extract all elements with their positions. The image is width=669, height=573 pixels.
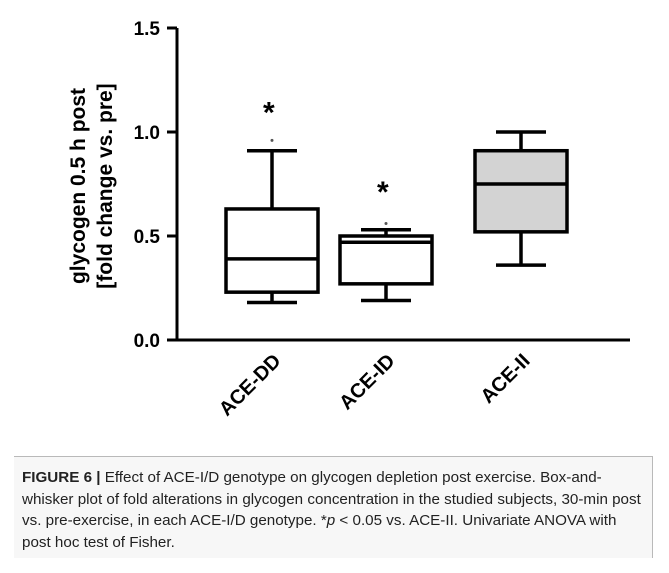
box-iqr [224, 207, 320, 294]
box-group: * [224, 97, 320, 305]
y-tick-label: 1.0 [134, 123, 160, 144]
x-tick-labels: ACE-DD ACE-ID ACE-II [215, 350, 535, 421]
significance-marker: * [263, 97, 275, 130]
box-plot-chart: 0.0 0.5 1.0 1.5 glycogen 0.5 h post [fold c… [67, 19, 630, 421]
x-tick-label: ACE-ID [335, 350, 399, 414]
box-group [473, 130, 569, 267]
significance-marker: * [377, 176, 389, 209]
caption-p-symbol: p [326, 512, 336, 529]
axes [175, 28, 630, 342]
outlier-point [384, 222, 388, 226]
x-tick-label: ACE-DD [215, 350, 286, 421]
caption-panel [14, 456, 653, 558]
caption-text-1: Effect of ACE-I/D genotype on glycogen d… [22, 469, 641, 529]
caption-text-2: < 0.05 vs. ACE-II. Univariate ANOVA with… [22, 512, 617, 551]
box-group: * [338, 176, 434, 303]
y-tick-label: 1.5 [134, 19, 161, 40]
outlier-point [270, 138, 274, 142]
caption-label: FIGURE 6 | [22, 469, 101, 486]
x-tick-label: ACE-II [477, 350, 535, 408]
y-tick-label: 0.5 [134, 227, 161, 248]
figure-caption: FIGURE 6 | Effect of ACE-I/D genotype on… [22, 467, 642, 553]
y-ticks: 0.0 0.5 1.0 1.5 [134, 19, 177, 352]
y-tick-label: 0.0 [134, 331, 160, 352]
y-axis-label-line-2: [fold change vs. pre] [94, 83, 117, 288]
boxes: ** [224, 97, 569, 305]
y-axis-label-line-1: glycogen 0.5 h post [67, 88, 90, 284]
box-iqr [473, 148, 569, 234]
